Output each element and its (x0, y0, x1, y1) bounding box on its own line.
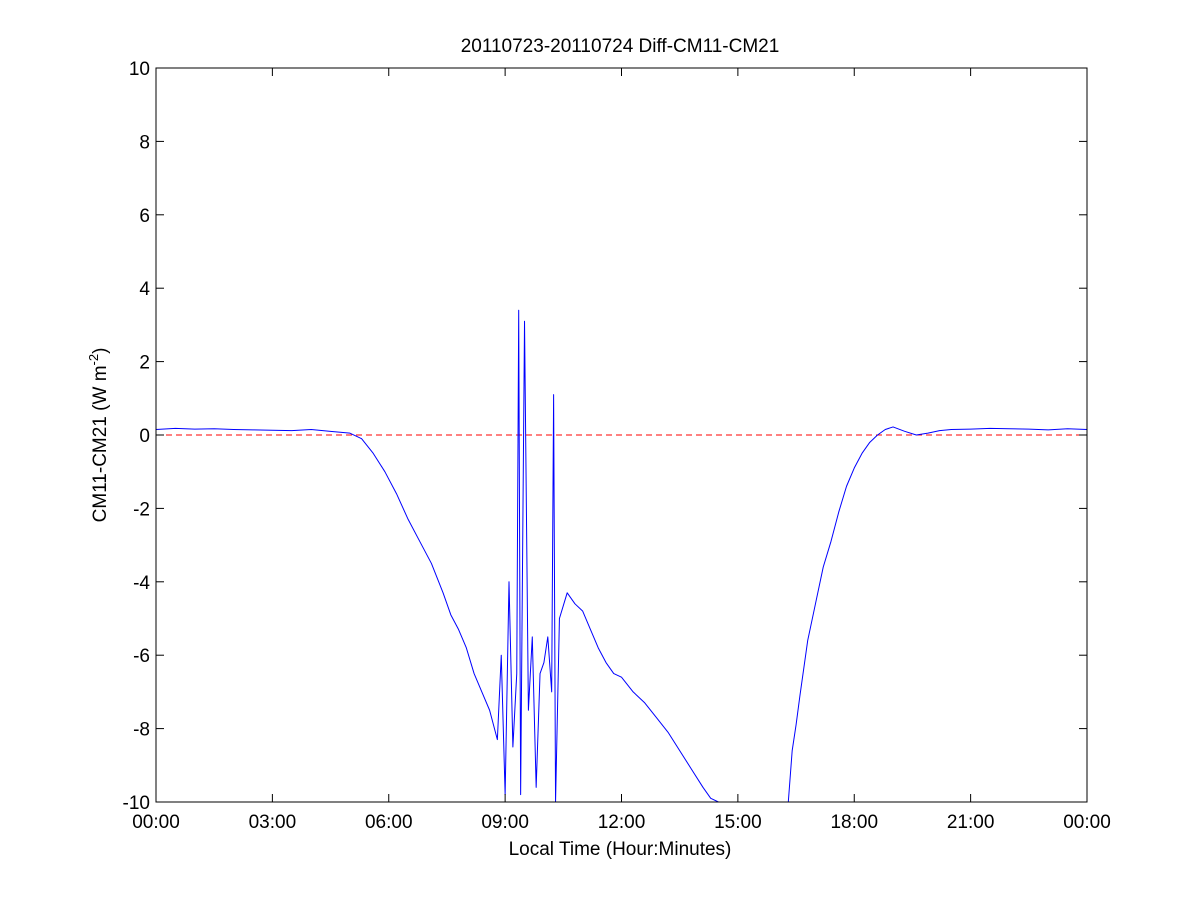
y-tick-label: -2 (133, 499, 150, 520)
x-tick-label: 09:00 (481, 812, 529, 833)
y-tick-label: 4 (139, 279, 150, 300)
y-tick-label: -4 (133, 573, 150, 594)
y-tick-label: -6 (133, 646, 150, 667)
y-axis: -10 -8 -6 -4 -2 0 2 4 6 8 10 (123, 59, 1087, 814)
x-tick-label: 00:00 (1063, 812, 1111, 833)
y-tick-label: -10 (123, 793, 150, 814)
y-tick-label: 0 (139, 426, 150, 447)
x-tick-label: 21:00 (947, 812, 995, 833)
y-tick-label: 10 (129, 59, 150, 80)
chart-title: 20110723-20110724 Diff-CM11-CM21 (461, 36, 780, 57)
series-line (156, 309, 1087, 802)
y-tick-label: 6 (139, 206, 150, 227)
x-tick-label: 03:00 (249, 812, 297, 833)
x-axis-label: Local Time (Hour:Minutes) (509, 839, 732, 860)
y-axis-label: CM11-CM21 (W m-2) (86, 348, 111, 523)
x-tick-label: 12:00 (598, 812, 646, 833)
y-tick-label: -8 (133, 720, 150, 741)
x-tick-label: 15:00 (714, 812, 762, 833)
x-tick-label: 06:00 (365, 812, 413, 833)
y-tick-label: 2 (139, 353, 150, 374)
x-tick-label: 00:00 (132, 812, 180, 833)
x-axis: 00:00 03:00 06:00 09:00 12:00 15:00 18:00 21:00… (132, 68, 1111, 833)
x-tick-label: 18:00 (830, 812, 878, 833)
y-tick-label: 8 (139, 132, 150, 153)
